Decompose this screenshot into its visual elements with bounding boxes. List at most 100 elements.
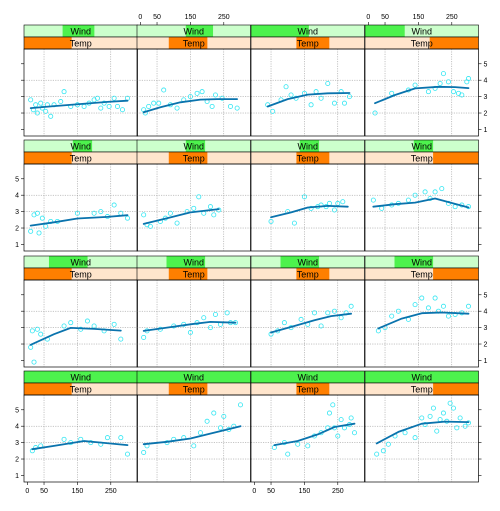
data-point bbox=[326, 200, 332, 206]
panel: Wind Temp bbox=[136, 370, 251, 483]
data-point bbox=[209, 103, 215, 109]
panel: Wind Temp bbox=[364, 139, 479, 252]
y-axis-tick-label: 2 bbox=[15, 457, 19, 464]
data-point bbox=[212, 92, 218, 98]
strip-temp-label: Temp bbox=[411, 270, 433, 280]
x-axis-tick-label: 50 bbox=[381, 14, 389, 21]
panel-frame bbox=[250, 48, 365, 137]
smooth-line bbox=[142, 321, 237, 332]
data-point bbox=[402, 430, 408, 436]
strip-temp-range-bar bbox=[433, 383, 479, 395]
data-point bbox=[34, 110, 40, 116]
strip-wind-label: Wind bbox=[183, 142, 204, 152]
strip-temp-range-bar bbox=[24, 37, 72, 49]
strip-temp-range-bar bbox=[24, 152, 72, 164]
strip-temp-label: Temp bbox=[70, 39, 92, 49]
panel-frame bbox=[364, 279, 479, 368]
data-point bbox=[422, 422, 428, 428]
data-point bbox=[68, 320, 74, 326]
data-point bbox=[348, 303, 354, 309]
x-axis-tick-label: 250 bbox=[218, 14, 230, 21]
x-axis-tick-label: 0 bbox=[25, 488, 29, 495]
data-point bbox=[271, 445, 277, 451]
panel-frame bbox=[250, 163, 365, 252]
strip-wind-range-bar bbox=[48, 256, 88, 268]
data-point bbox=[465, 76, 471, 82]
data-point bbox=[104, 435, 110, 441]
smooth-line bbox=[31, 440, 129, 451]
panel: Wind Temp bbox=[23, 24, 138, 137]
y-axis-tick-label: 5 bbox=[15, 176, 19, 183]
data-point bbox=[325, 310, 331, 316]
panel: Wind Temp bbox=[23, 139, 138, 252]
data-point bbox=[84, 318, 90, 324]
data-point bbox=[111, 321, 117, 327]
smooth-line bbox=[29, 214, 129, 227]
x-axis-tick-label: 150 bbox=[72, 488, 84, 495]
smooth-line bbox=[375, 420, 470, 445]
x-axis-tick-label: 250 bbox=[332, 488, 344, 495]
panel-frame bbox=[364, 394, 479, 483]
panel-frame bbox=[364, 48, 479, 137]
data-point bbox=[111, 202, 117, 208]
strip-wind-label: Wind bbox=[70, 373, 91, 383]
strip-temp-label: Temp bbox=[297, 154, 319, 164]
data-point bbox=[204, 418, 210, 424]
strip-wind-label: Wind bbox=[411, 258, 432, 268]
data-point bbox=[308, 205, 314, 211]
data-point bbox=[330, 402, 336, 408]
data-point bbox=[201, 315, 207, 321]
data-point bbox=[425, 89, 431, 95]
data-point bbox=[412, 435, 418, 441]
data-point bbox=[331, 100, 337, 106]
data-point bbox=[34, 326, 40, 332]
strip-wind-label: Wind bbox=[70, 258, 91, 268]
data-point bbox=[419, 415, 425, 421]
data-point bbox=[191, 205, 197, 211]
data-point bbox=[211, 212, 217, 218]
strip-wind-range-bar bbox=[365, 371, 479, 383]
panel: Wind Temp bbox=[250, 24, 365, 137]
data-point bbox=[167, 210, 173, 216]
strip-temp-label: Temp bbox=[297, 39, 319, 49]
data-point bbox=[348, 415, 354, 421]
x-axis-tick-label: 0 bbox=[138, 14, 142, 21]
strip-temp-label: Temp bbox=[183, 154, 205, 164]
data-point bbox=[432, 295, 438, 301]
data-point bbox=[281, 320, 287, 326]
strip-temp-label: Temp bbox=[70, 270, 92, 280]
data-point bbox=[440, 71, 446, 77]
data-point bbox=[194, 90, 200, 96]
data-point bbox=[187, 330, 193, 336]
panel: Wind Temp bbox=[364, 370, 479, 483]
panel: Wind Temp bbox=[250, 139, 365, 252]
strip-wind-range-bar bbox=[280, 256, 320, 268]
data-point bbox=[111, 95, 117, 101]
strip-temp-label: Temp bbox=[411, 385, 433, 395]
data-point bbox=[58, 99, 64, 105]
strip-temp-range-bar bbox=[168, 152, 208, 164]
strip-wind-range-bar bbox=[166, 256, 206, 268]
data-point bbox=[427, 413, 433, 419]
axes-layer: 0 50 150 250 0 50 150 250 0 50 150 250 0 50 150 250 1 2 3 4… bbox=[15, 14, 487, 495]
data-point bbox=[199, 89, 205, 95]
data-point bbox=[405, 197, 411, 203]
data-point bbox=[234, 105, 240, 111]
panel: Wind Temp bbox=[23, 370, 138, 483]
data-point bbox=[124, 215, 130, 221]
y-axis-tick-label: 3 bbox=[15, 440, 19, 447]
data-point bbox=[174, 105, 180, 111]
data-point bbox=[270, 108, 276, 114]
data-point bbox=[141, 449, 147, 455]
strip-wind-label: Wind bbox=[411, 373, 432, 383]
x-axis-tick-label: 250 bbox=[105, 488, 117, 495]
smooth-line bbox=[29, 99, 129, 109]
strip-temp-range-bar bbox=[429, 37, 479, 49]
panel-frame bbox=[364, 163, 479, 252]
data-point bbox=[447, 400, 453, 406]
panel-frame bbox=[250, 394, 365, 483]
data-point bbox=[28, 228, 34, 234]
data-point bbox=[318, 323, 324, 329]
strip-wind-label: Wind bbox=[183, 258, 204, 268]
y-axis-tick-label: 1 bbox=[15, 242, 19, 249]
